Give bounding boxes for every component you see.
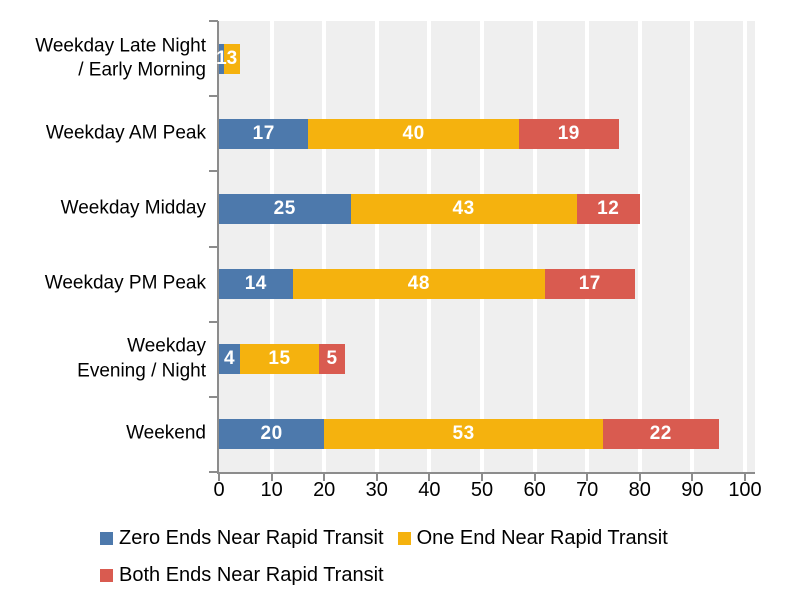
legend-color-swatch-icon (100, 569, 113, 582)
x-axis-tick (323, 474, 326, 481)
x-axis-tick-label: 60 (523, 479, 546, 501)
x-axis-tick (481, 474, 483, 481)
gridline (480, 21, 484, 472)
bar-value-label: 22 (649, 423, 672, 445)
legend: Zero Ends Near Rapid Transit One End Near… (100, 527, 710, 587)
x-axis-tick-label: 30 (365, 479, 388, 501)
bar-value-label: 17 (578, 273, 601, 295)
bar-value-label: 53 (452, 423, 475, 445)
x-axis-tick (270, 474, 273, 481)
bar-row: 14 48 17 (219, 269, 635, 300)
gridline (585, 21, 590, 472)
bar-value-label: 20 (260, 423, 283, 445)
gridline (690, 21, 695, 472)
x-axis-tick (428, 474, 431, 481)
x-axis-tick-label: 90 (681, 479, 704, 501)
legend-color-swatch-icon (100, 532, 113, 545)
gridline (427, 21, 432, 472)
bar-value-label: 43 (452, 197, 475, 219)
x-axis-tick-label: 40 (418, 479, 441, 501)
y-axis-tick (209, 395, 218, 398)
y-axis-tick (209, 95, 218, 98)
x-axis-tick (533, 474, 536, 481)
bar-value-label: 17 (252, 122, 275, 144)
gridline (743, 21, 747, 472)
legend-item: One End Near Rapid Transit (397, 527, 668, 550)
x-axis-tick-label: 10 (260, 479, 283, 501)
bar-value-label: 12 (597, 197, 620, 219)
bar-segment: 17 (219, 118, 309, 149)
y-axis-tick (209, 170, 218, 173)
bar-segment: 12 (576, 193, 640, 224)
bar-value-label: 4 (223, 348, 236, 370)
x-axis-tick-label: 100 (728, 479, 762, 501)
legend-item: Both Ends Near Rapid Transit (100, 564, 384, 587)
category-label: Weekday Evening / Night (77, 335, 206, 382)
gridline (637, 21, 642, 472)
bar-value-label: 5 (326, 348, 338, 370)
category-label: Weekday Midday (60, 197, 206, 219)
bar-segment: 40 (308, 118, 519, 149)
bar-segment: 17 (545, 269, 635, 300)
bar-segment: 4 (219, 344, 241, 375)
legend-label: Both Ends Near Rapid Transit (119, 564, 384, 586)
legend-color-swatch-icon (397, 532, 411, 545)
bar-value-label: 48 (407, 273, 430, 295)
gridline (322, 21, 327, 472)
x-axis-tick (218, 474, 220, 481)
x-axis-tick-label: 80 (628, 479, 651, 501)
bar-segment: 25 (219, 193, 351, 224)
y-axis-tick (209, 320, 218, 323)
x-axis-tick-label: 70 (576, 479, 599, 501)
x-axis-tick (744, 474, 746, 481)
y-axis-tick (209, 471, 218, 473)
bar-value-label: 40 (402, 122, 425, 144)
x-axis-tick-label: 0 (213, 479, 225, 501)
bar-segment: 15 (240, 344, 319, 375)
bar-segment: 20 (219, 419, 325, 450)
bar-value-label: 25 (273, 197, 296, 219)
bar-segment: 48 (292, 269, 546, 300)
gridline (374, 21, 379, 472)
bar-segment: 19 (518, 118, 619, 149)
bar-row: 20 53 22 (219, 419, 719, 450)
bar-value-label: 14 (244, 273, 267, 295)
plot-area (219, 21, 755, 472)
category-label: Weekday Late Night / Early Morning (35, 34, 206, 81)
y-axis-tick (209, 20, 218, 22)
x-axis-line (217, 472, 755, 474)
legend-label: Zero Ends Near Rapid Transit (119, 527, 384, 549)
bar-segment: 3 (224, 43, 241, 74)
x-axis-tick (375, 474, 378, 481)
bar-segment: 22 (602, 419, 719, 450)
x-axis-tick (638, 474, 641, 481)
bar-value-label: 3 (226, 47, 238, 69)
bar-row: 17 40 19 (219, 118, 619, 149)
bar-value-label: 19 (557, 122, 580, 144)
category-label: Weekday AM Peak (45, 122, 206, 144)
bar-segment: 14 (219, 269, 293, 300)
x-axis-tick-label: 50 (470, 479, 494, 501)
bar-row: 25 43 12 (219, 193, 640, 224)
bar-value-label: 15 (268, 348, 291, 370)
bar-segment: 53 (324, 419, 603, 450)
gridline (532, 21, 537, 472)
bar-row: 4 15 5 (219, 344, 346, 375)
bar-value-label: 1 (216, 47, 228, 69)
bar-segment: 5 (318, 344, 346, 375)
y-axis-tick (209, 245, 218, 248)
gridline (269, 21, 274, 472)
bar-segment: 1 (216, 43, 228, 74)
y-axis-line (217, 21, 219, 474)
x-axis-tick-label: 20 (313, 479, 336, 501)
category-label: Weekend (126, 423, 206, 445)
legend-label: One End Near Rapid Transit (416, 527, 668, 549)
bar-segment: 43 (350, 193, 577, 224)
legend-item: Zero Ends Near Rapid Transit (100, 527, 384, 550)
x-axis-tick (586, 474, 589, 481)
category-label: Weekday PM Peak (44, 272, 206, 294)
x-axis-tick (691, 474, 694, 481)
